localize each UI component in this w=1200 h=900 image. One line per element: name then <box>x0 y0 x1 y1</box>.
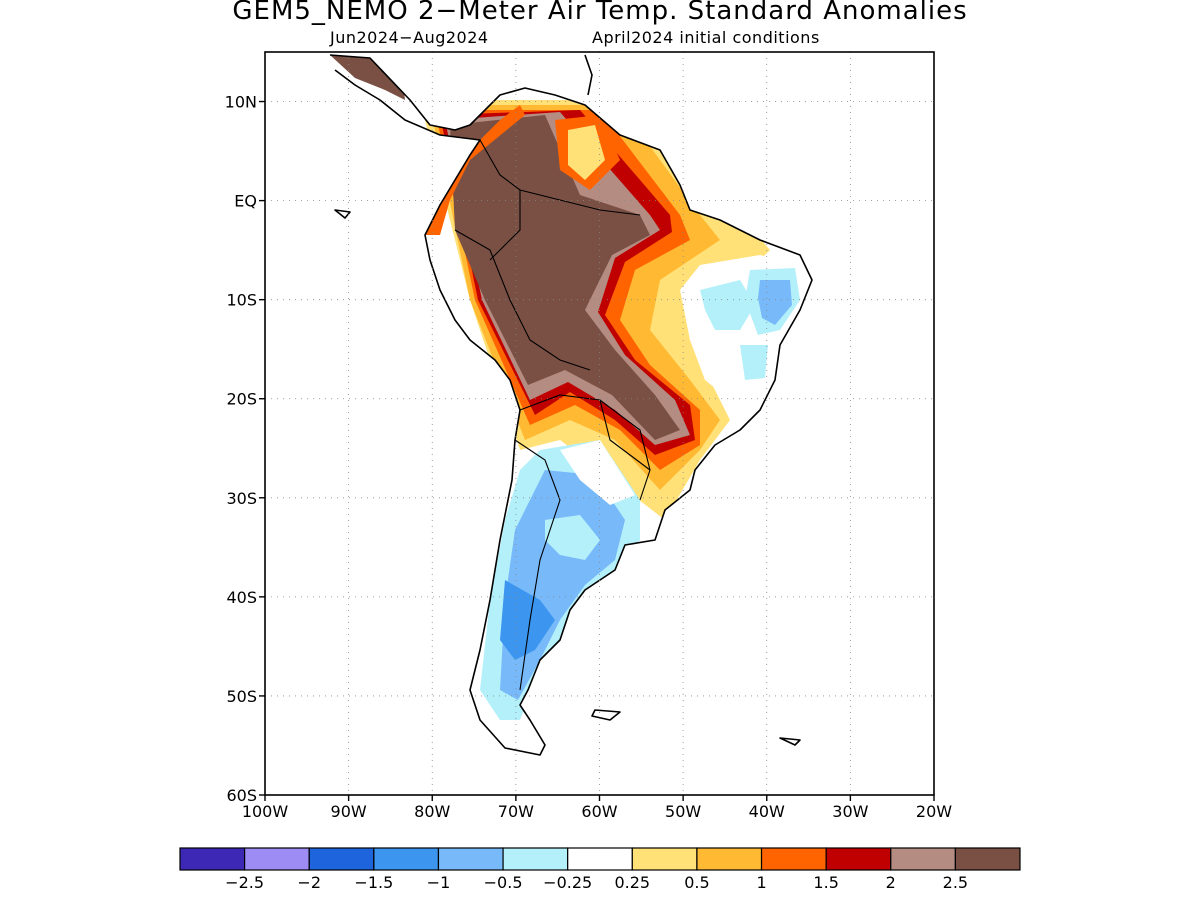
lon-tick-label: 100W <box>242 802 289 821</box>
colorbar-swatch <box>890 847 956 871</box>
colorbar: −2.5 −2 −1.5 −1 −0.5 −0.25 0.25 0.5 1 1.5 2 2.5 <box>179 847 1021 892</box>
colorbar-label: −1.5 <box>354 873 393 892</box>
colorbar-label: 2 <box>886 873 896 892</box>
colorbar-label: 1 <box>756 873 766 892</box>
colorbar-label: −1 <box>427 873 451 892</box>
lon-tick-label: 30W <box>832 802 868 821</box>
colorbar-label: −2.5 <box>225 873 264 892</box>
initial-conditions: April2024 initial conditions <box>592 28 820 47</box>
lon-tick-label: 80W <box>414 802 450 821</box>
country-borders <box>454 139 651 691</box>
map-title: GEM5_NEMO 2−Meter Air Temp. Standard Ano… <box>232 0 968 26</box>
colorbar-swatch <box>244 847 310 871</box>
colorbar-label: −2 <box>297 873 321 892</box>
anomaly-field <box>330 55 812 755</box>
colorbar-label: 0.25 <box>614 873 650 892</box>
lon-tick-label: 40W <box>749 802 785 821</box>
colorbar-swatch <box>825 847 892 871</box>
lat-tick-label: 30S <box>226 489 257 508</box>
lat-tick-label: 50S <box>226 687 257 706</box>
colorbar-swatch <box>437 847 504 871</box>
longitude-axis: 100W 90W 80W 70W 60W 50W 40W 30W 20W <box>242 795 952 821</box>
latitude-axis: 10N EQ 10S 20S 30S 40S 50S 60S <box>225 93 265 805</box>
colorbar-label: −0.5 <box>484 873 523 892</box>
lon-tick-label: 70W <box>498 802 534 821</box>
lon-tick-label: 60W <box>581 802 617 821</box>
colorbar-label: 1.5 <box>813 873 838 892</box>
lon-tick-label: 20W <box>916 802 952 821</box>
colorbar-swatch <box>373 847 440 871</box>
coastlines <box>329 54 813 756</box>
colorbar-swatch <box>308 847 375 871</box>
lat-tick-label: 40S <box>226 588 257 607</box>
colorbar-swatch <box>954 847 1021 871</box>
colorbar-swatch <box>567 847 633 871</box>
colorbar-swatch <box>502 847 569 871</box>
colorbar-swatch <box>696 847 763 871</box>
colorbar-swatch <box>760 847 827 871</box>
lat-tick-label: EQ <box>234 192 257 211</box>
colorbar-swatch <box>631 847 698 871</box>
colorbar-label: 2.5 <box>943 873 968 892</box>
lat-tick-label: 10S <box>226 291 257 310</box>
lat-tick-label: 10N <box>225 93 257 112</box>
lat-tick-label: 60S <box>226 786 257 805</box>
lat-tick-label: 20S <box>226 390 257 409</box>
colorbar-swatch <box>179 847 246 871</box>
lon-tick-label: 90W <box>331 802 367 821</box>
colorbar-label: −0.25 <box>543 873 592 892</box>
forecast-period: Jun2024−Aug2024 <box>330 28 489 47</box>
colorbar-label: 0.5 <box>684 873 709 892</box>
lon-tick-label: 50W <box>665 802 701 821</box>
